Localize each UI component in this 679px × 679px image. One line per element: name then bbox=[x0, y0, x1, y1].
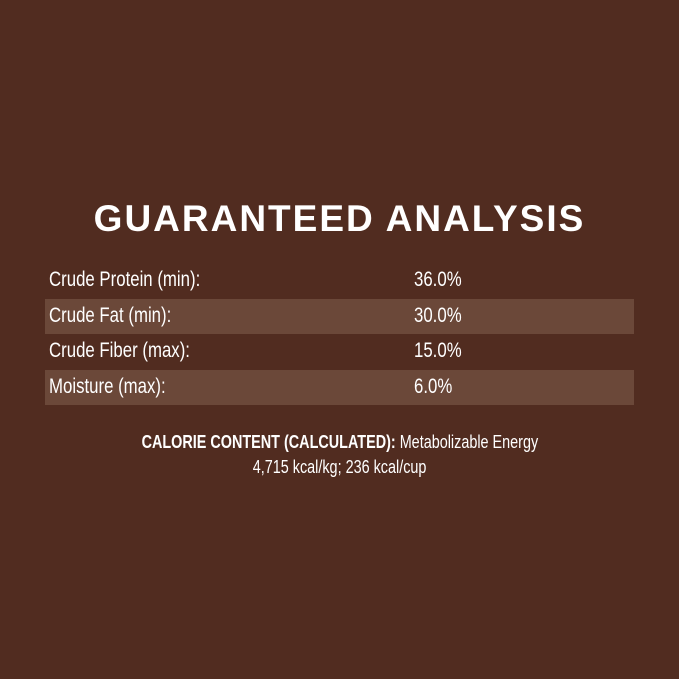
table-row: Crude Fat (min): 30.0% bbox=[45, 298, 634, 334]
row-label: Crude Protein (min): bbox=[49, 268, 201, 291]
calorie-values: 4,715 kcal/kg; 236 kcal/cup bbox=[252, 457, 427, 477]
row-value: 30.0% bbox=[414, 303, 462, 327]
row-value: 15.0% bbox=[414, 339, 462, 362]
row-label: Crude Fiber (max): bbox=[49, 339, 190, 362]
row-label: Moisture (max): bbox=[49, 374, 166, 398]
calorie-text: Metabolizable Energy bbox=[395, 432, 538, 452]
calorie-heading: CALORIE CONTENT (CALCULATED): bbox=[141, 432, 396, 452]
table-row: Moisture (max): 6.0% bbox=[45, 369, 634, 405]
row-label: Crude Fat (min): bbox=[49, 303, 172, 327]
calorie-content: CALORIE CONTENT (CALCULATED): Metaboliza… bbox=[0, 430, 679, 480]
table-row: Crude Protein (min): 36.0% bbox=[45, 263, 634, 299]
analysis-table: Crude Protein (min): 36.0% Crude Fat (mi… bbox=[45, 263, 634, 405]
table-row: Crude Fiber (max): 15.0% bbox=[45, 334, 634, 370]
row-value: 36.0% bbox=[414, 268, 462, 291]
page-title: GUARANTEED ANALYSIS bbox=[93, 198, 586, 239]
row-value: 6.0% bbox=[414, 374, 453, 398]
